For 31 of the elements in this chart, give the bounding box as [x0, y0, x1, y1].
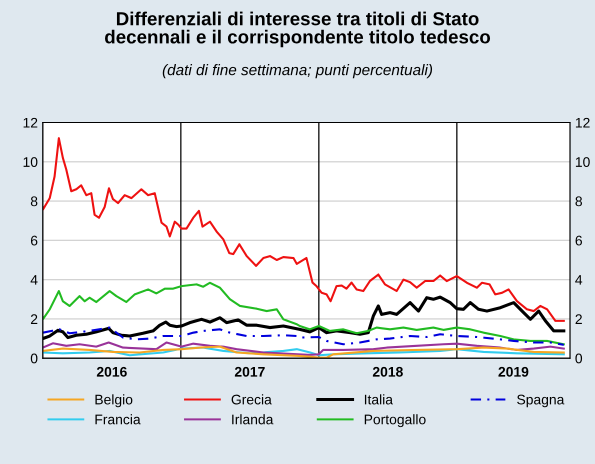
legend-label: Grecia [232, 394, 272, 404]
y-tick-label: 12 [24, 118, 38, 128]
x-tick-label: 2017 [234, 366, 265, 377]
legend-label: Italia [364, 394, 393, 404]
y2-tick-label: 4 [575, 275, 582, 285]
y-tick-label: 2 [30, 314, 38, 324]
line-series [42, 282, 565, 346]
y-tick-label: 0 [30, 354, 38, 364]
y2-tick-label: 8 [575, 196, 582, 206]
legend-label: Portogallo [364, 414, 426, 428]
chart-title: Differenziali di interesse tra titoli di Stato decennali e il corrispondente titolo tedesco [105, 12, 490, 48]
x-tick-label: 2016 [96, 366, 127, 377]
y-tick-label: 8 [30, 196, 38, 206]
y2-tick-label: 12 [576, 118, 590, 128]
y-tick-label: 6 [30, 236, 38, 246]
x-tick-label: 2019 [498, 366, 528, 377]
chart-subtitle: (dati di fine settimana; punti percentuali) [162, 64, 432, 78]
legend-label: Irlanda [232, 414, 274, 424]
legend-label: Belgio [95, 394, 132, 408]
y-tick-label: 4 [30, 275, 38, 285]
line-series [42, 137, 565, 322]
line-series [42, 341, 565, 356]
x-tick-label: 2018 [372, 366, 403, 377]
y2-tick-label: 10 [576, 157, 590, 167]
y-tick-label: 10 [24, 157, 38, 167]
legend-label: Spagna [517, 394, 564, 408]
y2-tick-label: 0 [575, 354, 582, 364]
y2-tick-label: 6 [576, 236, 582, 246]
line-series [42, 326, 565, 346]
y2-tick-label: 2 [576, 314, 582, 324]
legend-label: Francia [95, 414, 141, 424]
